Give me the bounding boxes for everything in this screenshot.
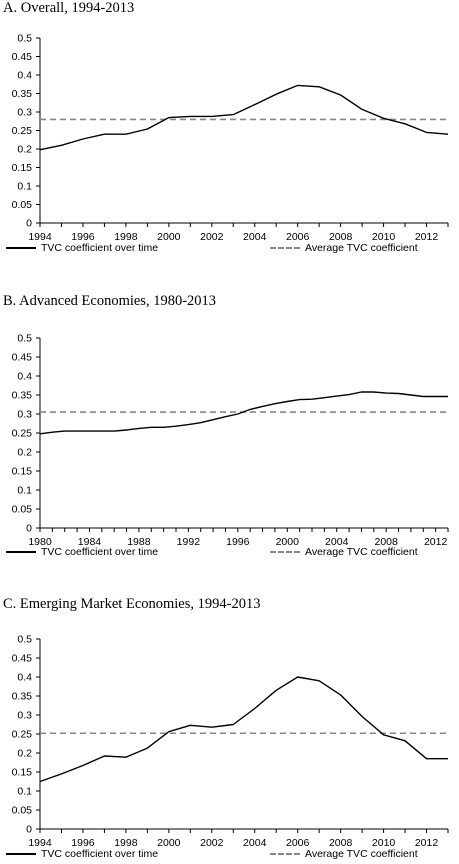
y-tick-label: 0.45 <box>12 51 33 63</box>
x-tick-label: 2008 <box>375 536 399 548</box>
legend-item-dashed: Average TVC coefficient <box>270 242 418 254</box>
x-tick-label: 1996 <box>71 837 95 849</box>
y-tick-label: 0.1 <box>17 485 32 497</box>
y-tick-label: 0 <box>26 523 32 535</box>
chart-panel-c: C. Emerging Market Economies, 1994-2013 … <box>0 596 459 864</box>
legend-label: Average TVC coefficient <box>305 242 418 254</box>
x-tick-label: 1996 <box>71 231 95 243</box>
legend: TVC coefficient over time Average TVC co… <box>0 848 459 862</box>
legend-dashed-line-icon <box>270 551 300 553</box>
x-tick-label: 2012 <box>424 536 448 548</box>
legend-label: TVC coefficient over time <box>41 546 159 558</box>
legend-item-solid: TVC coefficient over time <box>6 848 158 860</box>
x-tick-label: 1998 <box>114 231 138 243</box>
x-tick-label: 1998 <box>114 837 138 849</box>
x-tick-label: 2008 <box>329 231 353 243</box>
y-tick-label: 0 <box>26 218 32 230</box>
legend-dashed-line-icon <box>270 247 300 249</box>
y-tick-label: 0 <box>26 824 32 836</box>
y-tick-label: 0.5 <box>17 634 32 646</box>
x-tick-label: 2006 <box>286 837 310 849</box>
legend-item-dashed: Average TVC coefficient <box>270 546 418 558</box>
y-tick-label: 0.5 <box>17 333 32 345</box>
y-tick-label: 0.5 <box>17 33 32 45</box>
y-tick-label: 0.25 <box>12 428 33 440</box>
legend-label: TVC coefficient over time <box>41 848 159 860</box>
y-tick-label: 0.3 <box>17 107 32 119</box>
y-tick-label: 0.15 <box>12 767 33 779</box>
chart-title: C. Emerging Market Economies, 1994-2013 <box>3 596 261 612</box>
legend-dashed-line-icon <box>270 853 300 855</box>
x-tick-label: 2012 <box>415 231 439 243</box>
x-tick-label: 2000 <box>157 231 181 243</box>
y-tick-label: 0.05 <box>12 805 33 817</box>
legend-label: TVC coefficient over time <box>41 242 159 254</box>
x-tick-label: 2004 <box>325 536 349 548</box>
chart-panel-a: A. Overall, 1994-2013 0 0.05 0.1 0.15 0.2 0.2… <box>0 0 459 262</box>
x-tick-label: 1994 <box>28 837 52 849</box>
y-tick-label: 0.25 <box>12 125 33 137</box>
chart-svg-b: 0 0.05 0.1 0.15 0.2 0.25 0.3 0.35 0.4 0.45 0.5 1980… <box>12 333 449 548</box>
x-tick-label: 1984 <box>78 536 102 548</box>
x-tick-label: 1996 <box>226 536 250 548</box>
x-tick-label: 2012 <box>415 837 439 849</box>
series-line <box>39 676 448 783</box>
x-tick-label: 1992 <box>177 536 201 548</box>
x-tick-label: 2002 <box>200 837 224 849</box>
chart-title: A. Overall, 1994-2013 <box>3 0 135 16</box>
x-tick-label: 2004 <box>243 231 267 243</box>
legend-item-dashed: Average TVC coefficient <box>270 848 418 860</box>
chart-svg-c: 0 0.05 0.1 0.15 0.2 0.25 0.3 0.35 0.4 0.45 0.5 1994… <box>12 634 449 849</box>
y-tick-label: 0.4 <box>17 70 32 82</box>
y-tick-label: 0.45 <box>12 352 33 364</box>
y-tick-label: 0.05 <box>12 504 33 516</box>
legend-solid-line-icon <box>6 247 36 249</box>
y-tick-label: 0.1 <box>17 786 32 798</box>
y-tick-label: 0.4 <box>17 672 32 684</box>
y-tick-label: 0.3 <box>17 710 32 722</box>
y-tick-label: 0.45 <box>12 653 33 665</box>
legend-solid-line-icon <box>6 853 36 855</box>
y-tick-label: 0.15 <box>12 466 33 478</box>
series-line <box>39 84 449 151</box>
legend-label: Average TVC coefficient <box>305 546 418 558</box>
x-tick-label: 2002 <box>200 231 224 243</box>
x-tick-label: 2010 <box>372 837 396 849</box>
legend: TVC coefficient over time Average TVC co… <box>0 546 459 560</box>
x-tick-label: 2000 <box>276 536 300 548</box>
x-tick-label: 1988 <box>127 536 151 548</box>
x-tick-label: 1980 <box>28 536 52 548</box>
x-tick-label: 2010 <box>372 231 396 243</box>
y-tick-label: 0.25 <box>12 729 33 741</box>
y-tick-label: 0.2 <box>17 447 32 459</box>
x-tick-label: 2008 <box>329 837 353 849</box>
y-tick-label: 0.4 <box>17 371 32 383</box>
legend-item-solid: TVC coefficient over time <box>6 242 158 254</box>
y-tick-label: 0.15 <box>12 162 33 174</box>
chart-svg-a: 0 0.05 0.1 0.15 0.2 0.25 0.3 0.35 0.4 0.45 0.5 1994… <box>12 33 449 243</box>
legend-label: Average TVC coefficient <box>305 848 418 860</box>
x-tick-label: 2000 <box>157 837 181 849</box>
y-tick-label: 0.35 <box>12 390 33 402</box>
y-tick-label: 0.35 <box>12 88 33 100</box>
y-tick-label: 0.35 <box>12 691 33 703</box>
x-tick-label: 2004 <box>243 837 267 849</box>
legend: TVC coefficient over time Average TVC co… <box>0 242 459 256</box>
y-tick-label: 0.2 <box>17 144 32 156</box>
chart-panel-b: B. Advanced Economies, 1980-2013 0 0.05 0.… <box>0 293 459 563</box>
y-tick-label: 0.1 <box>17 181 32 193</box>
series-line <box>39 391 448 435</box>
x-tick-label: 1994 <box>28 231 52 243</box>
y-tick-label: 0.05 <box>12 199 33 211</box>
y-tick-label: 0.2 <box>17 748 32 760</box>
legend-solid-line-icon <box>6 551 36 553</box>
x-tick-label: 2006 <box>286 231 310 243</box>
legend-item-solid: TVC coefficient over time <box>6 546 158 558</box>
y-tick-label: 0.3 <box>17 409 32 421</box>
chart-title: B. Advanced Economies, 1980-2013 <box>3 293 217 309</box>
